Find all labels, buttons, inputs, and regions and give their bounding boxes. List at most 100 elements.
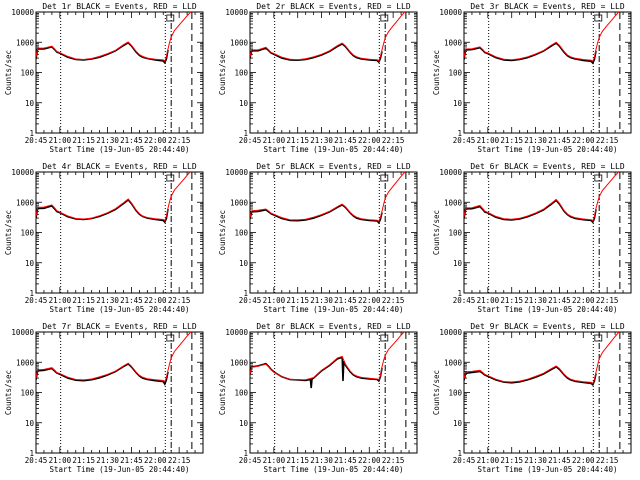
x-tick-label: 20:45: [239, 456, 262, 465]
x-tick-label: 21:15: [72, 136, 95, 145]
x-tick-label: 21:45: [548, 136, 571, 145]
y-tick-label: 1: [29, 289, 34, 298]
saa-marker-icon: [594, 14, 603, 22]
x-axis-label: Start Time (19-Jun-05 20:44:40): [478, 305, 618, 314]
events-series-line: [36, 198, 169, 224]
x-axis-label: Start Time (19-Jun-05 20:44:40): [478, 465, 618, 474]
y-tick-label: 1000: [230, 358, 249, 367]
x-tick-label: 22:00: [572, 456, 595, 465]
panel-title-legend: BLACK = Events, RED = LLD: [290, 322, 411, 331]
y-tick-label: 10000: [225, 328, 248, 337]
x-tick-label: 21:00: [49, 136, 72, 145]
y-axis-label: Counts/sec: [218, 370, 227, 415]
x-tick-label: 21:30: [96, 136, 119, 145]
y-axis-label: Counts/sec: [432, 50, 441, 95]
x-tick-label: 21:15: [72, 296, 95, 305]
saa-marker-icon: [166, 334, 175, 342]
panel-title-detector: Det 7r: [42, 322, 71, 331]
x-tick-label: 22:00: [144, 456, 167, 465]
x-tick-label: 22:00: [572, 296, 595, 305]
y-tick-label: 10000: [11, 168, 34, 177]
x-axis-label: Start Time (19-Jun-05 20:44:40): [50, 465, 190, 474]
panel-title-legend: BLACK = Events, RED = LLD: [504, 2, 625, 11]
y-tick-label: 1000: [230, 38, 249, 47]
lld-series-line: [36, 332, 192, 383]
x-tick-label: 21:15: [500, 136, 523, 145]
panel-title-detector: Det 4r: [42, 162, 71, 171]
x-axis-label: Start Time (19-Jun-05 20:44:40): [50, 145, 190, 154]
y-tick-label: 1: [457, 129, 462, 138]
y-tick-label: 1000: [16, 198, 35, 207]
y-tick-label: 100: [20, 229, 34, 238]
saa-marker-icon: [380, 334, 389, 342]
y-tick-label: 1: [29, 129, 34, 138]
x-tick-label: 21:45: [120, 456, 143, 465]
y-tick-label: 100: [234, 229, 248, 238]
saa-marker-icon: [380, 174, 389, 182]
y-tick-label: 1000: [16, 38, 35, 47]
x-tick-label: 21:45: [120, 296, 143, 305]
x-tick-label: 21:00: [263, 136, 286, 145]
panel-title-legend: BLACK = Events, RED = LLD: [504, 162, 625, 171]
y-tick-label: 1000: [230, 198, 249, 207]
lld-series-line: [36, 172, 191, 222]
detector-panel: Det 3r BLACK = Events, RED = LLD 1 10 100 100…: [432, 2, 632, 154]
y-tick-label: 10: [25, 419, 35, 428]
x-tick-label: 22:15: [382, 296, 405, 305]
detector-panel: Det 2r BLACK = Events, RED = LLD 1 10 100 100…: [218, 2, 418, 154]
x-tick-label: 22:15: [382, 136, 405, 145]
y-tick-label: 10000: [439, 328, 462, 337]
x-tick-label: 20:45: [25, 136, 48, 145]
x-tick-label: 21:15: [286, 456, 309, 465]
panel-title-detector: Det 6r: [470, 162, 499, 171]
x-tick-label: 21:30: [310, 296, 333, 305]
x-tick-label: 21:30: [310, 456, 333, 465]
detector-panel: Det 6r BLACK = Events, RED = LLD 1 10 100 100…: [432, 162, 632, 314]
x-tick-label: 21:00: [263, 296, 286, 305]
x-tick-label: 22:00: [144, 296, 167, 305]
y-tick-label: 10: [239, 419, 249, 428]
y-tick-label: 10000: [11, 328, 34, 337]
events-series-line: [250, 42, 383, 64]
x-axis-label: Start Time (19-Jun-05 20:44:40): [264, 305, 404, 314]
panel-title: Det 9r BLACK = Events, RED = LLD: [470, 322, 625, 331]
lld-series-line: [250, 172, 406, 223]
x-tick-label: 21:45: [334, 296, 357, 305]
x-tick-label: 21:00: [477, 456, 500, 465]
y-axis-label: Counts/sec: [218, 50, 227, 95]
x-tick-label: 21:00: [49, 456, 72, 465]
y-axis-label: Counts/sec: [218, 210, 227, 255]
panel-title: Det 7r BLACK = Events, RED = LLD: [42, 322, 197, 331]
x-axis-label: Start Time (19-Jun-05 20:44:40): [264, 145, 404, 154]
x-tick-label: 21:45: [334, 136, 357, 145]
saa-marker-icon: [166, 14, 175, 22]
panel-title-legend: BLACK = Events, RED = LLD: [504, 322, 625, 331]
detector-panel: Det 1r BLACK = Events, RED = LLD 1 10 100 100…: [4, 2, 204, 154]
y-tick-label: 10: [453, 259, 463, 268]
x-tick-label: 22:00: [144, 136, 167, 145]
x-tick-label: 20:45: [453, 136, 476, 145]
detector-panel: Det 8r BLACK = Events, RED = LLD 1 10 100 100…: [218, 322, 418, 474]
y-tick-label: 1: [243, 449, 248, 458]
detector-panel: Det 4r BLACK = Events, RED = LLD 1 10 100 100…: [4, 162, 204, 314]
x-tick-label: 20:45: [239, 136, 262, 145]
x-tick-label: 20:45: [239, 296, 262, 305]
x-tick-label: 22:15: [596, 136, 619, 145]
x-tick-label: 21:00: [477, 136, 500, 145]
y-tick-label: 10: [25, 99, 35, 108]
x-tick-label: 22:15: [596, 296, 619, 305]
y-axis-label: Counts/sec: [432, 210, 441, 255]
panel-title-detector: Det 1r: [42, 2, 71, 11]
x-tick-label: 21:45: [120, 136, 143, 145]
x-tick-label: 21:30: [96, 296, 119, 305]
lld-series-line: [36, 12, 192, 62]
panel-title: Det 8r BLACK = Events, RED = LLD: [256, 322, 411, 331]
y-tick-label: 1: [29, 449, 34, 458]
y-tick-label: 10: [25, 259, 35, 268]
panel-title-detector: Det 5r: [256, 162, 285, 171]
x-tick-label: 20:45: [25, 456, 48, 465]
x-axis-label: Start Time (19-Jun-05 20:44:40): [50, 305, 190, 314]
y-tick-label: 100: [448, 69, 462, 78]
y-axis-label: Counts/sec: [4, 50, 13, 95]
detector-panel: Det 7r BLACK = Events, RED = LLD 1 10 100 100…: [4, 322, 204, 474]
